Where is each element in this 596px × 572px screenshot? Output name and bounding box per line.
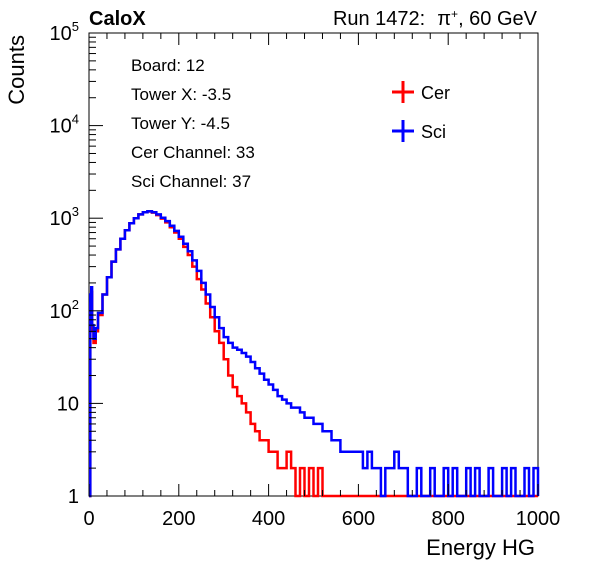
beam-energy: , 60 GeV [458,8,538,30]
histogram-traces [89,209,540,498]
y-tick-label: 1 [68,486,79,508]
x-tick-label: 400 [252,508,285,530]
info-line-sci-channel: Sci Channel: 37 [131,172,251,191]
x-tick-label: 1000 [516,508,561,530]
info-line-board: Board: 12 [131,56,205,75]
run-label: Run 1472: π+, 60 GeV [333,7,538,30]
legend-label-sci: Sci [421,122,446,142]
legend-marker-cer [392,81,414,103]
legend-label-cer: Cer [421,83,450,103]
info-line-tower-y: Tower Y: -4.5 [131,114,230,133]
info-line-tower-x: Tower X: -3.5 [131,85,231,104]
y-axis-title: Counts [4,35,29,105]
series-cer-trace [89,210,538,498]
y-axis-ticks: 1 10 102 103 104 105 [50,19,103,508]
info-box-background [120,47,360,199]
x-axis-title: Energy HG [426,535,535,560]
info-line-cer-channel: Cer Channel: 33 [131,143,255,162]
y-tick-label: 103 [50,204,79,230]
legend-marker-sci [392,120,414,142]
series-sci-trace [89,209,540,498]
y-tick-label: 10 [57,393,79,415]
run-number: Run 1472: [333,8,425,30]
y-tick-label: 105 [50,19,79,45]
y-tick-label: 104 [50,112,79,138]
x-tick-label: 600 [342,508,375,530]
beam-charge: + [451,7,458,21]
x-tick-label: 200 [162,508,195,530]
x-tick-label: 800 [432,508,465,530]
y-tick-label: 102 [50,297,79,323]
experiment-label: CaloX [89,8,146,30]
beam-particle: π [437,8,451,30]
x-tick-label: 0 [83,508,94,530]
x-axis-ticks: 0 200 400 600 800 1000 [83,33,560,530]
legend: Cer Sci [392,81,450,142]
